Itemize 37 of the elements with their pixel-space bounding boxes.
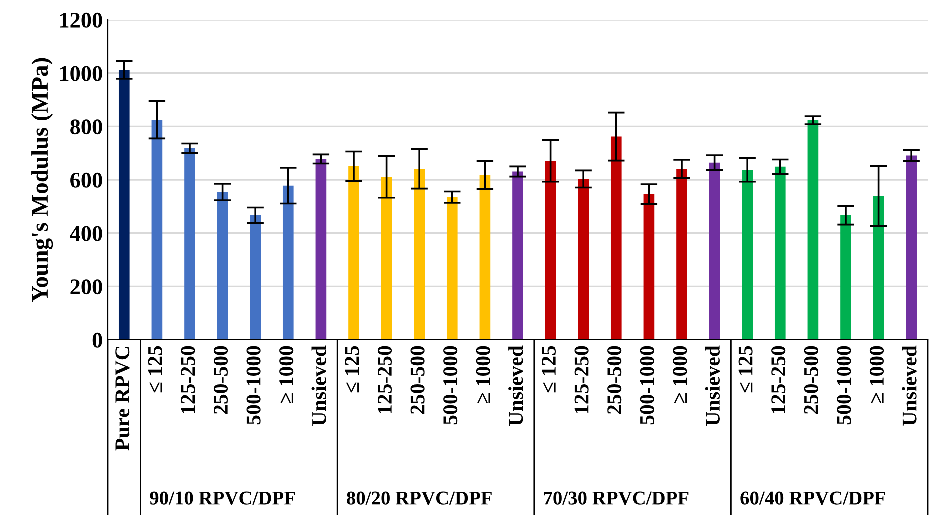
x-tick-label: Unsieved xyxy=(508,346,524,426)
x-tick-label: 500-1000 xyxy=(640,346,654,425)
x-tick-label: Unsieved xyxy=(902,346,917,426)
y-axis-title: Young's Modulus (MPa) xyxy=(32,58,54,302)
y-tick-label: 1200 xyxy=(60,12,102,28)
x-tick-label: Unsieved xyxy=(312,346,326,426)
y-tick-label: 0 xyxy=(92,332,102,348)
x-tick-label: Pure RPVC xyxy=(116,347,130,451)
y-tick-label: 1000 xyxy=(60,66,102,82)
x-tick-label: 125-250 xyxy=(772,346,786,414)
x-tick-label: 125-250 xyxy=(574,346,589,414)
x-tick-label: 250-500 xyxy=(410,346,425,414)
y-tick-label: 600 xyxy=(70,172,102,188)
x-tick-label: ≤ 125 xyxy=(542,346,556,393)
x-tick-label: ≥ 1000 xyxy=(870,346,884,403)
y-tick-label: 200 xyxy=(70,280,102,295)
text: 80/20 RPVC/DPF xyxy=(347,492,492,505)
x-tick-label: 125-250 xyxy=(378,346,392,414)
y-tick-label: 400 xyxy=(70,226,102,242)
x-tick-label: ≤ 125 xyxy=(345,346,360,393)
x-tick-label: ≤ 125 xyxy=(148,346,162,393)
x-tick-label: 250-500 xyxy=(214,346,228,414)
x-tick-label: Unsieved xyxy=(705,346,720,426)
x-tick-label: 125-250 xyxy=(181,346,196,414)
x-tick-label: 500-1000 xyxy=(246,346,261,425)
text: 90/10 RPVC/DPF xyxy=(150,492,296,505)
x-tick-label: ≥ 1000 xyxy=(476,346,490,403)
text: 60/40 RPVC/DPF xyxy=(740,492,886,505)
x-tick-label: 500-1000 xyxy=(837,346,852,425)
x-tick-label: ≤ 125 xyxy=(738,346,753,393)
x-tick-label: ≥ 1000 xyxy=(673,346,688,403)
text: 70/30 RPVC/DPF xyxy=(544,492,689,505)
x-tick-label: 250-500 xyxy=(804,346,818,414)
x-tick-label: ≥ 1000 xyxy=(280,346,294,403)
x-tick-label: 500-1000 xyxy=(444,346,458,425)
x-tick-label: 250-500 xyxy=(608,346,622,414)
y-tick-label: 800 xyxy=(70,120,102,135)
